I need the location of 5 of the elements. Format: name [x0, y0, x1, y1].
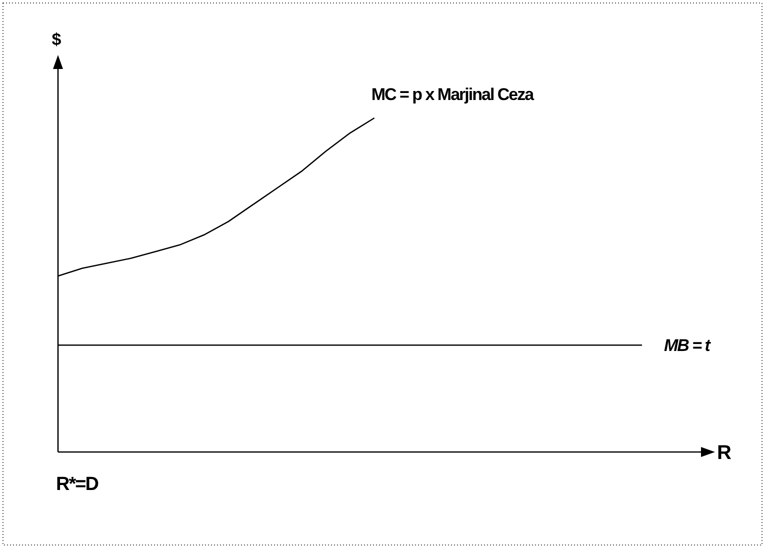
x-axis-title: R [717, 442, 732, 464]
text: R*=D [56, 474, 98, 495]
series-label: MB = t [664, 336, 712, 356]
series-label: MC = p x Marjinal Ceza [371, 85, 535, 104]
y-axis-title: $ [52, 30, 62, 49]
